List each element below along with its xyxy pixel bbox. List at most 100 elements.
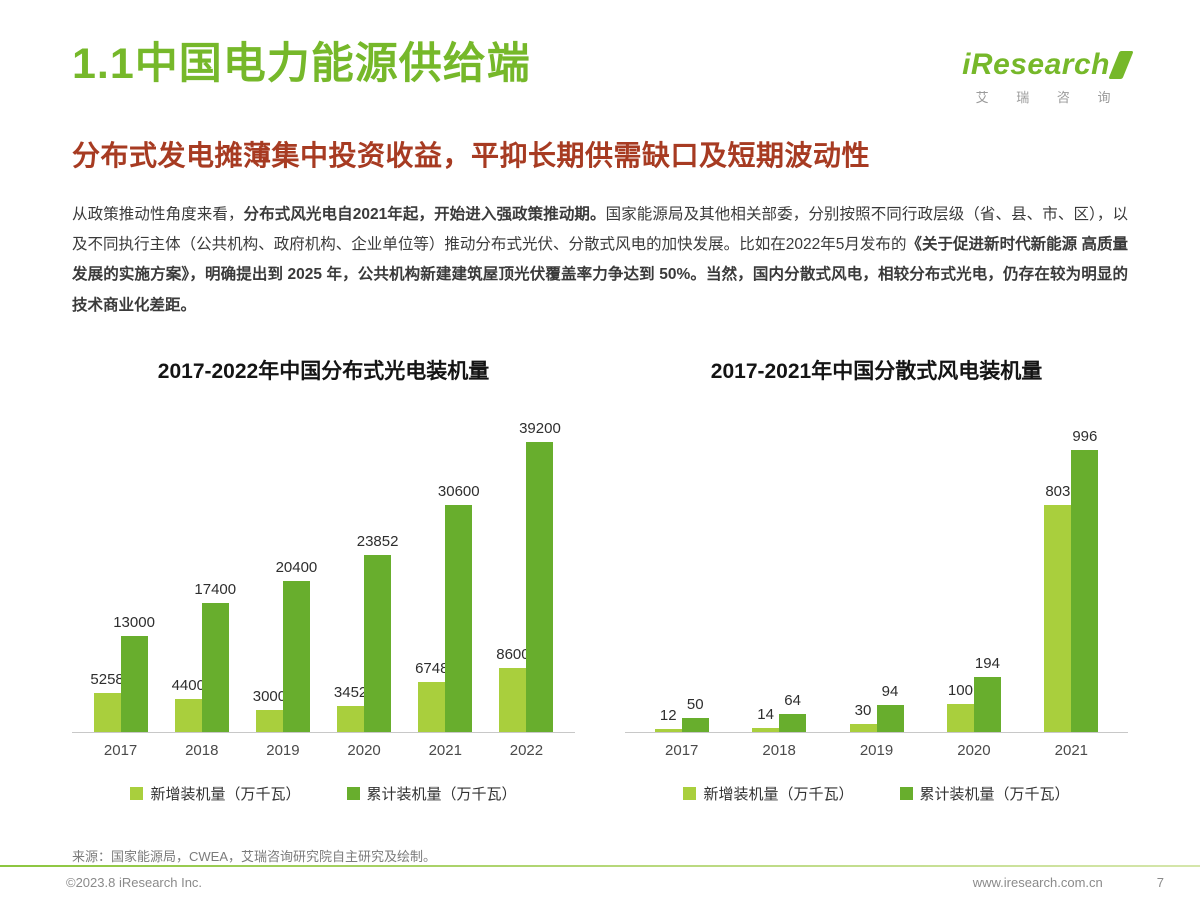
x-axis-label: 2019 <box>859 741 894 759</box>
bar-value-label: 17400 <box>194 580 237 598</box>
legend-item: 累计装机量（万千瓦） <box>346 783 517 804</box>
x-axis-label: 2017 <box>103 741 138 759</box>
x-axis-label: 2021 <box>1054 741 1089 759</box>
page-footer: ©2023.8 iResearch Inc. www.iresearch.com… <box>0 865 1200 900</box>
x-axis-label: 2017 <box>665 741 699 759</box>
bar: 12 <box>654 707 682 732</box>
brand-logo-row: iResearch <box>962 48 1134 82</box>
x-axis: 2017 2018 2019 2020 2021 <box>625 733 1128 759</box>
bar-value-label: 50 <box>686 695 704 713</box>
x-axis-label: 2021 <box>428 741 462 759</box>
chart-title: 2017-2022年中国分布式光电装机量 <box>157 359 490 383</box>
bar: 996 <box>1071 428 1099 732</box>
bar: 194 <box>973 655 1001 732</box>
body-text-segment: 从政策推动性角度来看， <box>72 206 244 223</box>
legend-swatch <box>899 786 913 800</box>
body-text-segment: 国家能源局及其他相关部委，分别按照不同行政层级（省、县、市、区），以及不同执行主… <box>72 206 1128 254</box>
page-number: 7 <box>1156 875 1164 890</box>
x-axis-label: 2019 <box>266 741 300 759</box>
chart-legend: 新增装机量（万千瓦） 累计装机量（万千瓦） <box>625 783 1128 804</box>
bar-value-label: 64 <box>784 691 801 709</box>
bar: 64 <box>779 692 807 732</box>
bar: 17400 <box>194 581 236 732</box>
bar-value-label: 30 <box>854 701 872 719</box>
bar: 13000 <box>113 614 155 732</box>
legend-item: 累计装机量（万千瓦） <box>899 783 1070 804</box>
brand-slash-icon <box>1108 51 1134 79</box>
bar-group-2017: 5258 13000 <box>80 614 161 732</box>
bar: 23852 <box>357 533 398 732</box>
copyright-text: ©2023.8 iResearch Inc. <box>66 875 203 890</box>
bar-value-label: 4400 <box>171 676 205 694</box>
legend-label: 累计装机量（万千瓦） <box>919 785 1070 803</box>
bar-value-label: 94 <box>881 682 899 700</box>
report-page: 1.1中国电力能源供给端 iResearch 艾 瑞 咨 询 分布式发电摊薄集中… <box>72 40 1134 864</box>
legend-swatch <box>130 786 144 800</box>
legend-item: 新增装机量（万千瓦） <box>683 783 854 804</box>
x-axis-label: 2018 <box>762 741 796 759</box>
bar-value-label: 12 <box>659 706 677 724</box>
source-note: 来源：国家能源局，CWEA，艾瑞咨询研究院自主研究及绘制。 <box>72 848 437 864</box>
body-text-segment: 分布式风光电自2021年起，开始进入强政策推动期。 <box>243 206 606 223</box>
bar-value-label: 8600 <box>496 645 530 663</box>
page-title: 1.1中国电力能源供给端 <box>72 40 531 88</box>
bar-value-label: 6748 <box>415 659 449 677</box>
bar-value-label: 3000 <box>252 687 287 705</box>
legend-item: 新增装机量（万千瓦） <box>130 783 301 804</box>
bar-group-2019: 30 94 <box>828 683 925 732</box>
page-header: 1.1中国电力能源供给端 iResearch 艾 瑞 咨 询 <box>72 40 1134 106</box>
chart-legend: 新增装机量（万千瓦） 累计装机量（万千瓦） <box>72 783 575 804</box>
bar-group-2020: 3452 23852 <box>324 533 405 732</box>
bar: 94 <box>876 683 904 732</box>
body-text-segment: 《关于促进新时代新能源 高质量发展的实施方案》，明确提出到 2025 年，公共机… <box>72 236 1129 284</box>
bar-value-label: 5258 <box>90 670 124 688</box>
body-text-segment: 当然，国内分散式风电，相较分布式光电，仍存在较为明显的技术商业化差距。 <box>72 266 1128 314</box>
bar-value-label: 39200 <box>519 419 561 437</box>
chart-distributed-pv: 2017-2022年中国分布式光电装机量 5258 13000 4400 17400 3… <box>72 355 575 804</box>
bar-value-label: 30600 <box>437 482 480 500</box>
bar: 30600 <box>438 483 480 732</box>
bar: 50 <box>681 696 709 732</box>
bar: 20400 <box>276 559 317 732</box>
chart-decentralized-wind: 2017-2021年中国分散式风电装机量 12 50 14 64 30 94 100 194 8… <box>625 355 1128 804</box>
plot-area: 12 50 14 64 30 94 100 194 803 996 <box>625 421 1128 733</box>
x-axis: 2017 2018 2019 2020 2021 2022 <box>72 733 575 759</box>
bar-value-label: 14 <box>757 705 774 723</box>
brand-logo-text: iResearch <box>962 48 1110 81</box>
bar-group-2021: 803 996 <box>1023 428 1120 732</box>
bar-group-2021: 6748 30600 <box>405 483 486 732</box>
bar-group-2019: 3000 20400 <box>242 559 323 732</box>
chart-title: 2017-2021年中国分散式风电装机量 <box>710 359 1043 383</box>
charts-row: 2017-2022年中国分布式光电装机量 5258 13000 4400 17400 3… <box>72 355 1128 804</box>
x-axis-label: 2018 <box>185 741 219 759</box>
bar: 4400 <box>172 677 205 732</box>
section-subtitle: 分布式发电摊薄集中投资收益，平抑长期供需缺口及短期波动性 <box>72 140 871 171</box>
footer-right: www.iresearch.com.cn 7 <box>973 875 1164 890</box>
legend-label: 累计装机量（万千瓦） <box>366 785 517 803</box>
brand-logo: iResearch 艾 瑞 咨 询 <box>962 40 1134 106</box>
bar: 14 <box>752 706 780 732</box>
bar-group-2018: 4400 17400 <box>161 581 242 732</box>
website-link[interactable]: www.iresearch.com.cn <box>972 875 1103 890</box>
bar-group-2020: 100 194 <box>925 655 1022 732</box>
bar: 30 <box>849 702 877 732</box>
bar: 6748 <box>415 660 448 732</box>
body-paragraph: 从政策推动性角度来看，分布式风光电自2021年起，开始进入强政策推动期。国家能源… <box>72 200 1128 321</box>
bar-value-label: 23852 <box>356 532 399 550</box>
bar-value-label: 3452 <box>333 683 368 701</box>
bar-value-label: 20400 <box>275 558 318 576</box>
bar: 3452 <box>334 684 367 732</box>
legend-swatch <box>683 786 697 800</box>
x-axis-label: 2020 <box>957 741 991 759</box>
bar: 8600 <box>496 646 530 732</box>
bar: 803 <box>1044 483 1072 732</box>
bar-group-2022: 8600 39200 <box>486 420 567 732</box>
x-axis-label: 2020 <box>347 741 381 759</box>
bar: 5258 <box>90 671 124 732</box>
bar-value-label: 194 <box>974 654 1000 672</box>
legend-label: 新增装机量（万千瓦） <box>703 785 854 803</box>
bar-group-2017: 12 50 <box>633 696 730 732</box>
bar-value-label: 13000 <box>113 613 155 631</box>
x-axis-label: 2022 <box>509 741 544 759</box>
legend-swatch <box>346 786 360 800</box>
